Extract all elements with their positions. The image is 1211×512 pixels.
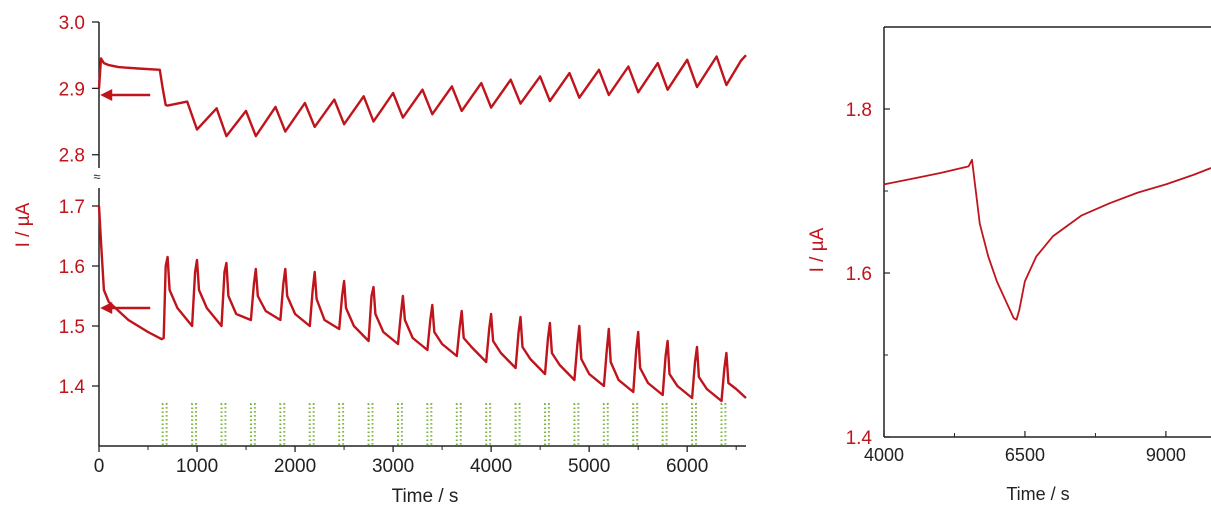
light-pulse [161, 403, 168, 445]
light-pulse [573, 403, 580, 445]
y-tick-label: 2.8 [59, 146, 85, 167]
arrow-head [100, 302, 113, 314]
light-pulse [279, 403, 286, 445]
light-pulse [602, 403, 609, 445]
light-pulse [661, 403, 668, 445]
light-pulse [514, 403, 521, 445]
y-tick-label: 3.0 [59, 13, 85, 34]
right-y-axis-label: I / µA [807, 227, 828, 272]
right-axes [883, 26, 1211, 438]
light-pulses [161, 403, 727, 445]
x-tick-label: 1000 [176, 456, 218, 477]
x-tick-label: 4000 [470, 456, 512, 477]
left-y-ticks: 3.0 2.9 2.8 1.7 1.6 1.5 1.4 [59, 13, 99, 398]
light-pulse [220, 403, 227, 445]
light-pulse [632, 403, 639, 445]
right-series [883, 158, 1211, 321]
y-tick-label: 1.7 [59, 197, 85, 218]
light-pulse [191, 403, 198, 445]
x-tick-label: 6500 [1005, 445, 1045, 465]
x-tick-label: 6000 [666, 456, 708, 477]
light-pulse [485, 403, 492, 445]
x-tick-label: 5000 [568, 456, 610, 477]
arrow-head [100, 89, 113, 101]
series-line [883, 158, 1211, 321]
light-pulse [308, 403, 315, 445]
right-x-axis-label: Time / s [1006, 484, 1069, 504]
y-tick-label: 1.5 [59, 317, 85, 338]
light-pulse [338, 403, 345, 445]
y-tick-label: 1.8 [846, 100, 872, 121]
left-y-axis-label: I / µA [13, 202, 34, 247]
y-tick-label: 1.4 [59, 377, 86, 398]
left-chart: 3.0 2.9 2.8 1.7 1.6 1.5 1.4 0 1000 2000 3000 4000 5… [13, 13, 747, 507]
x-tick-label: 2000 [274, 456, 316, 477]
light-pulse [455, 403, 462, 445]
light-pulse [544, 403, 550, 445]
x-tick-label: 4000 [864, 445, 904, 465]
light-pulse [426, 403, 433, 445]
y-tick-label: 2.9 [59, 79, 85, 100]
right-chart: 1.8 1.6 1.4 4000 6500 9000 Time / s I / µA [807, 26, 1211, 504]
left-series [97, 54, 747, 403]
light-pulse [720, 403, 727, 445]
series-line-upper [97, 54, 747, 138]
light-pulse [367, 403, 374, 445]
light-pulse [691, 403, 698, 445]
y-tick-label: 1.4 [846, 428, 873, 449]
right-y-ticks: 1.8 1.6 1.4 [846, 100, 890, 449]
light-pulse [396, 403, 403, 445]
y-tick-label: 1.6 [59, 257, 85, 278]
y-tick-label: 1.6 [846, 264, 872, 285]
right-x-ticks: 4000 6500 9000 [864, 431, 1186, 465]
series-line-lower [97, 205, 747, 403]
left-x-axis-label: Time / s [392, 486, 459, 507]
left-x-ticks: 0 1000 2000 3000 4000 5000 6000 [94, 446, 737, 477]
arrows [100, 89, 151, 314]
x-tick-label: 3000 [372, 456, 414, 477]
light-pulse [249, 403, 256, 445]
axis-break-symbol: ≈ [93, 169, 100, 184]
x-tick-label: 9000 [1146, 445, 1186, 465]
x-tick-label: 0 [94, 456, 105, 477]
